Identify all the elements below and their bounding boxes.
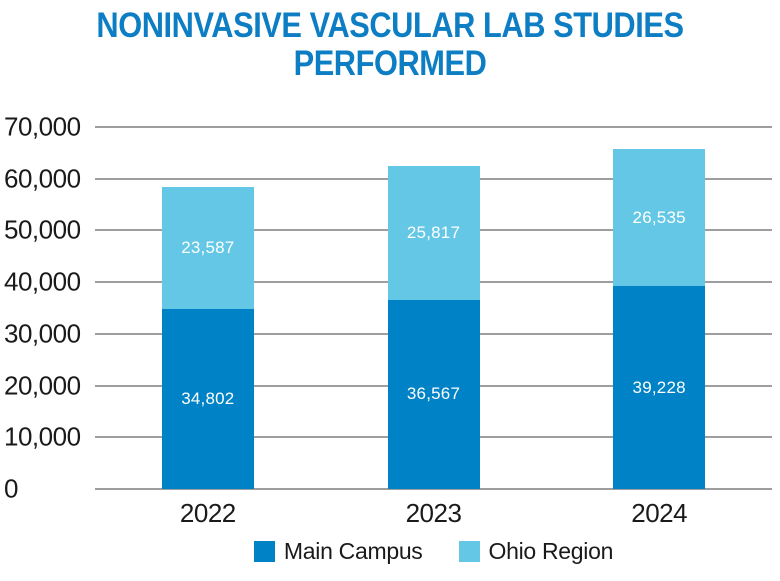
bar-segment-2024-main-campus: 39,228 bbox=[613, 286, 706, 489]
bar-segment-2023-main-campus: 36,567 bbox=[387, 299, 480, 489]
legend-item-main-campus: Main Campus bbox=[253, 538, 423, 565]
y-tick-label-30000: 30,000 bbox=[4, 318, 81, 349]
chart-title-text: NONINVASIVE VASCULAR LAB STUDIES PERFORM… bbox=[96, 6, 684, 83]
y-tick-label-60000: 60,000 bbox=[4, 163, 81, 194]
bar-segment-2024-ohio-region: 26,535 bbox=[613, 148, 706, 287]
legend-swatch-icon bbox=[253, 541, 275, 562]
bar-2023: 36,567 25,817 bbox=[387, 166, 480, 489]
bar-value-label: 39,228 bbox=[632, 377, 686, 397]
legend-label: Ohio Region bbox=[488, 538, 614, 564]
bar-value-label: 34,802 bbox=[181, 389, 235, 409]
y-axis-labels: 0 10,000 20,000 30,000 40,000 50,000 60,000 70,… bbox=[4, 112, 92, 504]
bar-segment-2022-ohio-region: 23,587 bbox=[161, 187, 254, 310]
legend-swatch-icon bbox=[458, 541, 480, 562]
bar-value-label: 23,587 bbox=[181, 238, 235, 258]
y-tick-label-70000: 70,000 bbox=[4, 111, 81, 142]
bar-segment-2022-main-campus: 34,802 bbox=[161, 309, 254, 489]
x-tick-label-2022: 2022 bbox=[179, 498, 236, 528]
plot-area: 34,802 23,587 36,567 25,817 39,228 26,535 bbox=[95, 126, 772, 490]
y-tick-label-20000: 20,000 bbox=[4, 370, 81, 401]
bar-2024: 39,228 26,535 bbox=[613, 148, 706, 489]
legend: Main Campus Ohio Region bbox=[95, 538, 772, 565]
bar-2022: 34,802 23,587 bbox=[161, 187, 254, 489]
y-tick-label-0: 0 bbox=[4, 473, 18, 504]
y-tick-label-10000: 10,000 bbox=[4, 421, 81, 452]
gridline-0 bbox=[95, 488, 772, 490]
bar-value-label: 26,535 bbox=[632, 207, 686, 227]
bar-value-label: 36,567 bbox=[406, 384, 461, 404]
y-tick-label-50000: 50,000 bbox=[4, 214, 81, 245]
legend-item-ohio-region: Ohio Region bbox=[458, 538, 614, 565]
bar-segment-2023-ohio-region: 25,817 bbox=[387, 166, 480, 300]
y-tick-label-40000: 40,000 bbox=[4, 266, 81, 297]
gridline-70000 bbox=[95, 126, 772, 128]
legend-label: Main Campus bbox=[283, 538, 423, 564]
x-axis-labels: 2022 2023 2024 bbox=[95, 498, 772, 530]
x-tick-label-2023: 2023 bbox=[405, 498, 462, 528]
chart-title: NONINVASIVE VASCULAR LAB STUDIES PERFORM… bbox=[0, 7, 780, 83]
bar-value-label: 25,817 bbox=[406, 223, 461, 243]
x-tick-label-2024: 2024 bbox=[631, 498, 688, 528]
